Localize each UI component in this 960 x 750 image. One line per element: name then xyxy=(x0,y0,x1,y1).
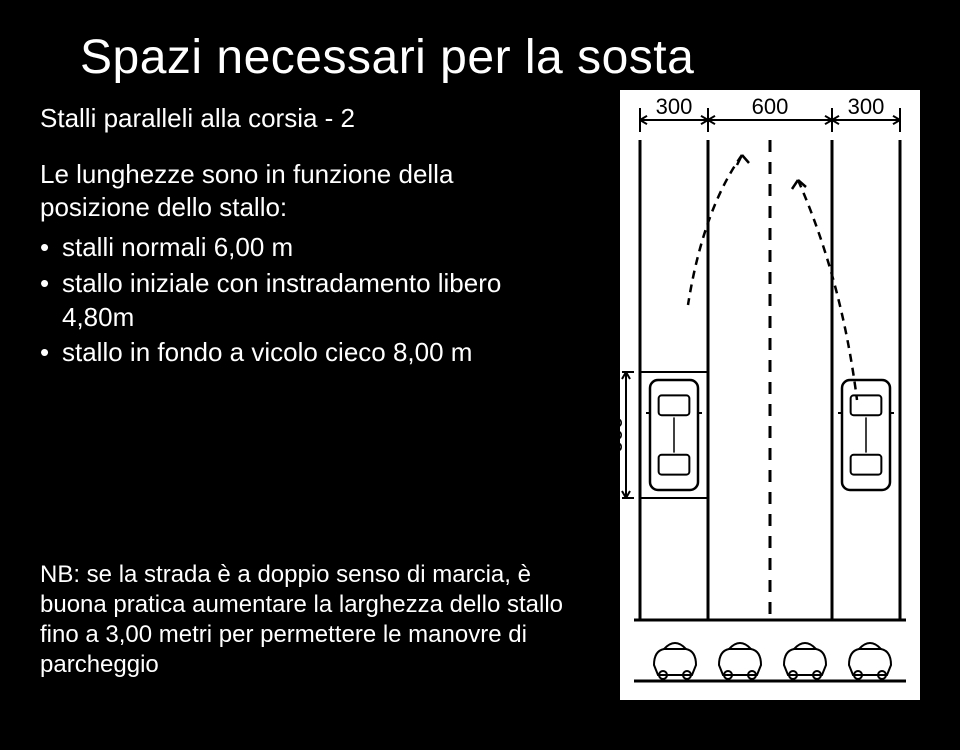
road-svg: 300 600 300 600 xyxy=(620,90,920,700)
slide: Spazi necessari per la sosta Stalli para… xyxy=(0,0,960,750)
list-item: stallo in fondo a vicolo cieco 8,00 m xyxy=(40,336,560,370)
road-diagram: 300 600 300 600 xyxy=(620,90,920,700)
list-item: stalli normali 6,00 m xyxy=(40,231,560,265)
bullet-list: stalli normali 6,00 m stallo iniziale co… xyxy=(40,231,560,370)
intro-text: Le lunghezze sono in funzione della posi… xyxy=(40,158,560,223)
list-item: stallo iniziale con instradamento libero… xyxy=(40,267,560,335)
svg-text:300: 300 xyxy=(656,94,693,119)
page-title: Spazi necessari per la sosta xyxy=(80,30,920,85)
svg-text:300: 300 xyxy=(848,94,885,119)
svg-text:600: 600 xyxy=(752,94,789,119)
svg-text:600: 600 xyxy=(620,417,627,454)
note-text: NB: se la strada è a doppio senso di mar… xyxy=(40,560,600,680)
